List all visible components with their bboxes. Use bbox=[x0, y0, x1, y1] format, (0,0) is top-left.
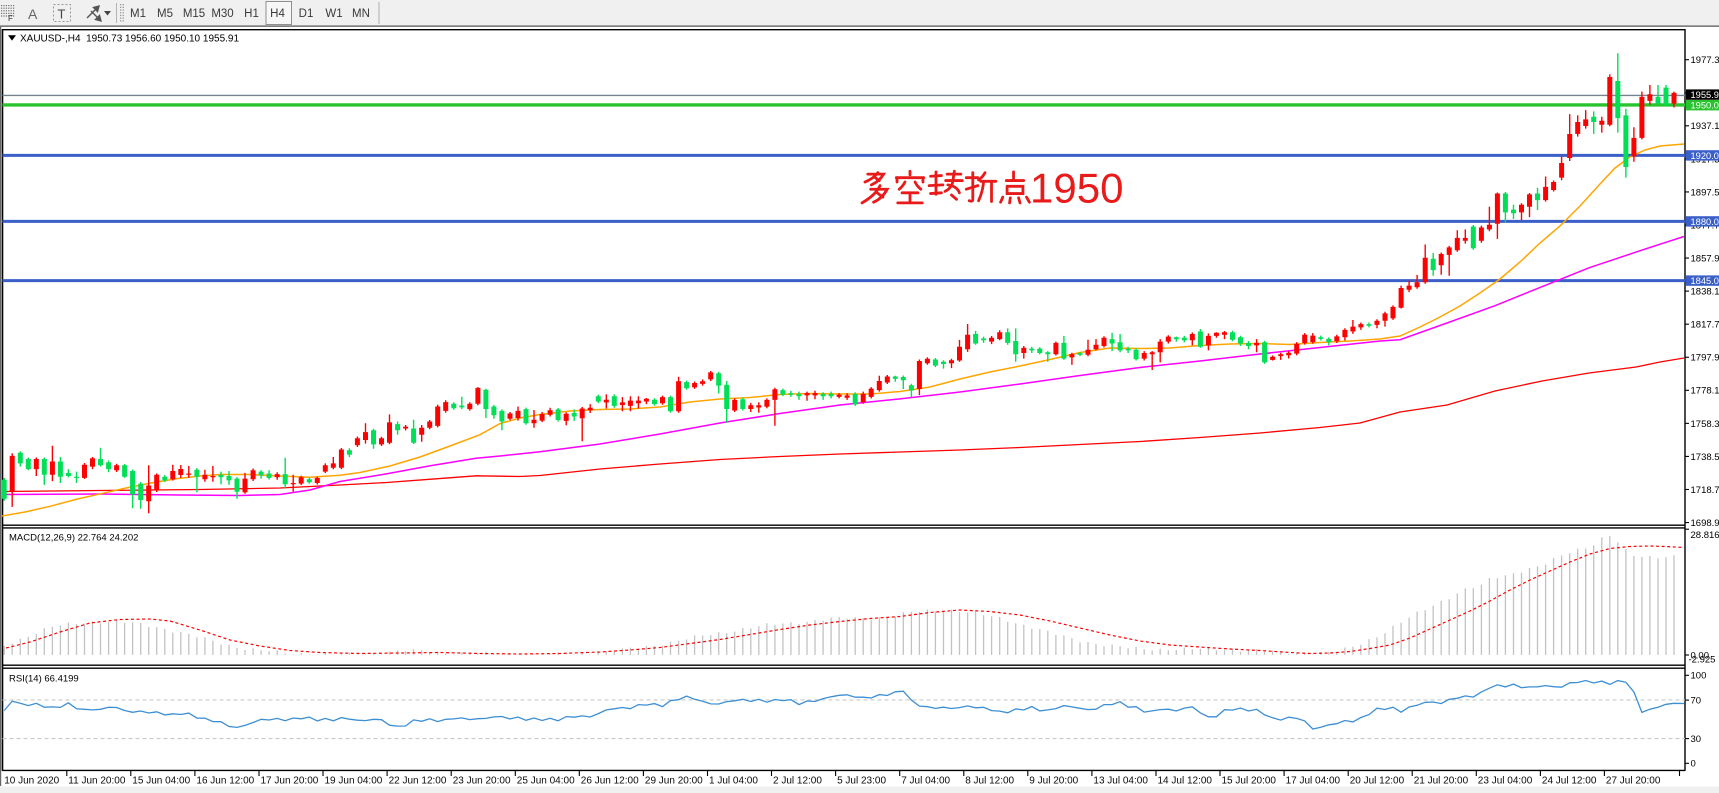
svg-text:21 Jul 20:00: 21 Jul 20:00 bbox=[1414, 776, 1469, 787]
svg-text:1817.70: 1817.70 bbox=[1691, 320, 1719, 331]
svg-text:D1: D1 bbox=[299, 8, 314, 20]
svg-text:16 Jun 12:00: 16 Jun 12:00 bbox=[196, 776, 254, 787]
svg-text:1758.30: 1758.30 bbox=[1691, 419, 1719, 430]
svg-text:15 Jul 20:00: 15 Jul 20:00 bbox=[1222, 776, 1277, 787]
svg-text:0: 0 bbox=[1691, 759, 1696, 770]
svg-text:1880.00: 1880.00 bbox=[1691, 217, 1719, 227]
svg-text:1920.00: 1920.00 bbox=[1691, 151, 1719, 161]
svg-text:15 Jun 04:00: 15 Jun 04:00 bbox=[132, 776, 190, 787]
svg-text:70: 70 bbox=[1691, 696, 1702, 707]
svg-text:F: F bbox=[8, 14, 13, 23]
svg-text:29 Jun 20:00: 29 Jun 20:00 bbox=[645, 776, 703, 787]
svg-text:MACD(12,26,9) 22.764 24.202: MACD(12,26,9) 22.764 24.202 bbox=[9, 533, 138, 544]
svg-text:20 Jul 12:00: 20 Jul 12:00 bbox=[1350, 776, 1405, 787]
svg-text:1738.50: 1738.50 bbox=[1691, 452, 1719, 463]
svg-text:1 Jul 04:00: 1 Jul 04:00 bbox=[709, 776, 758, 787]
svg-text:1845.00: 1845.00 bbox=[1691, 276, 1719, 286]
svg-text:28.816: 28.816 bbox=[1691, 530, 1719, 541]
svg-text:13 Jul 04:00: 13 Jul 04:00 bbox=[1093, 776, 1148, 787]
svg-text:1950.00: 1950.00 bbox=[1691, 101, 1719, 111]
svg-text:T: T bbox=[58, 7, 66, 22]
svg-text:10 Jun 2020: 10 Jun 2020 bbox=[4, 776, 59, 787]
svg-text:0.00: 0.00 bbox=[1691, 650, 1710, 661]
svg-text:23 Jul 04:00: 23 Jul 04:00 bbox=[1478, 776, 1533, 787]
svg-text:25 Jun 04:00: 25 Jun 04:00 bbox=[517, 776, 575, 787]
svg-text:17 Jun 20:00: 17 Jun 20:00 bbox=[261, 776, 319, 787]
svg-text:XAUUSD-,H4 1950.73 1956.60 19: XAUUSD-,H4 1950.73 1956.60 1950.10 1955.… bbox=[20, 34, 239, 45]
svg-text:1950: 1950 bbox=[1030, 165, 1123, 212]
svg-text:30: 30 bbox=[1691, 734, 1702, 745]
svg-text:1955.91: 1955.91 bbox=[1691, 90, 1719, 100]
svg-text:MN: MN bbox=[352, 8, 370, 20]
svg-text:7 Jul 04:00: 7 Jul 04:00 bbox=[901, 776, 950, 787]
svg-text:H1: H1 bbox=[244, 8, 259, 20]
svg-text:11 Jun 20:00: 11 Jun 20:00 bbox=[68, 776, 126, 787]
svg-text:1718.70: 1718.70 bbox=[1691, 485, 1719, 496]
svg-text:1977.30: 1977.30 bbox=[1691, 55, 1719, 66]
svg-text:5 Jul 23:00: 5 Jul 23:00 bbox=[837, 776, 886, 787]
svg-text:100: 100 bbox=[1691, 671, 1707, 682]
svg-text:14 Jul 12:00: 14 Jul 12:00 bbox=[1158, 776, 1213, 787]
svg-text:1778.10: 1778.10 bbox=[1691, 386, 1719, 397]
svg-text:1698.90: 1698.90 bbox=[1691, 518, 1719, 529]
svg-text:24 Jul 12:00: 24 Jul 12:00 bbox=[1542, 776, 1597, 787]
svg-text:27 Jul 20:00: 27 Jul 20:00 bbox=[1606, 776, 1661, 787]
svg-text:RSI(14) 66.4199: RSI(14) 66.4199 bbox=[9, 674, 79, 685]
svg-text:8 Jul 12:00: 8 Jul 12:00 bbox=[965, 776, 1014, 787]
svg-text:1838.10: 1838.10 bbox=[1691, 287, 1719, 298]
svg-text:22 Jun 12:00: 22 Jun 12:00 bbox=[389, 776, 447, 787]
svg-text:M15: M15 bbox=[183, 8, 205, 20]
svg-text:H4: H4 bbox=[270, 8, 285, 20]
svg-text:M5: M5 bbox=[157, 8, 173, 20]
svg-text:9 Jul 20:00: 9 Jul 20:00 bbox=[1029, 776, 1078, 787]
svg-text:W1: W1 bbox=[325, 8, 342, 20]
svg-text:23 Jun 20:00: 23 Jun 20:00 bbox=[453, 776, 511, 787]
svg-text:17 Jul 04:00: 17 Jul 04:00 bbox=[1286, 776, 1341, 787]
svg-text:1857.90: 1857.90 bbox=[1691, 254, 1719, 265]
svg-text:19 Jun 04:00: 19 Jun 04:00 bbox=[325, 776, 383, 787]
svg-text:1897.50: 1897.50 bbox=[1691, 187, 1719, 198]
svg-text:2 Jul 12:00: 2 Jul 12:00 bbox=[773, 776, 822, 787]
svg-text:A: A bbox=[28, 6, 38, 22]
svg-text:M1: M1 bbox=[130, 8, 146, 20]
svg-text:26 Jun 12:00: 26 Jun 12:00 bbox=[581, 776, 639, 787]
svg-text:M30: M30 bbox=[211, 8, 233, 20]
svg-text:1797.90: 1797.90 bbox=[1691, 353, 1719, 364]
svg-text:-2.925: -2.925 bbox=[1689, 655, 1716, 666]
svg-text:1937.10: 1937.10 bbox=[1691, 121, 1719, 132]
